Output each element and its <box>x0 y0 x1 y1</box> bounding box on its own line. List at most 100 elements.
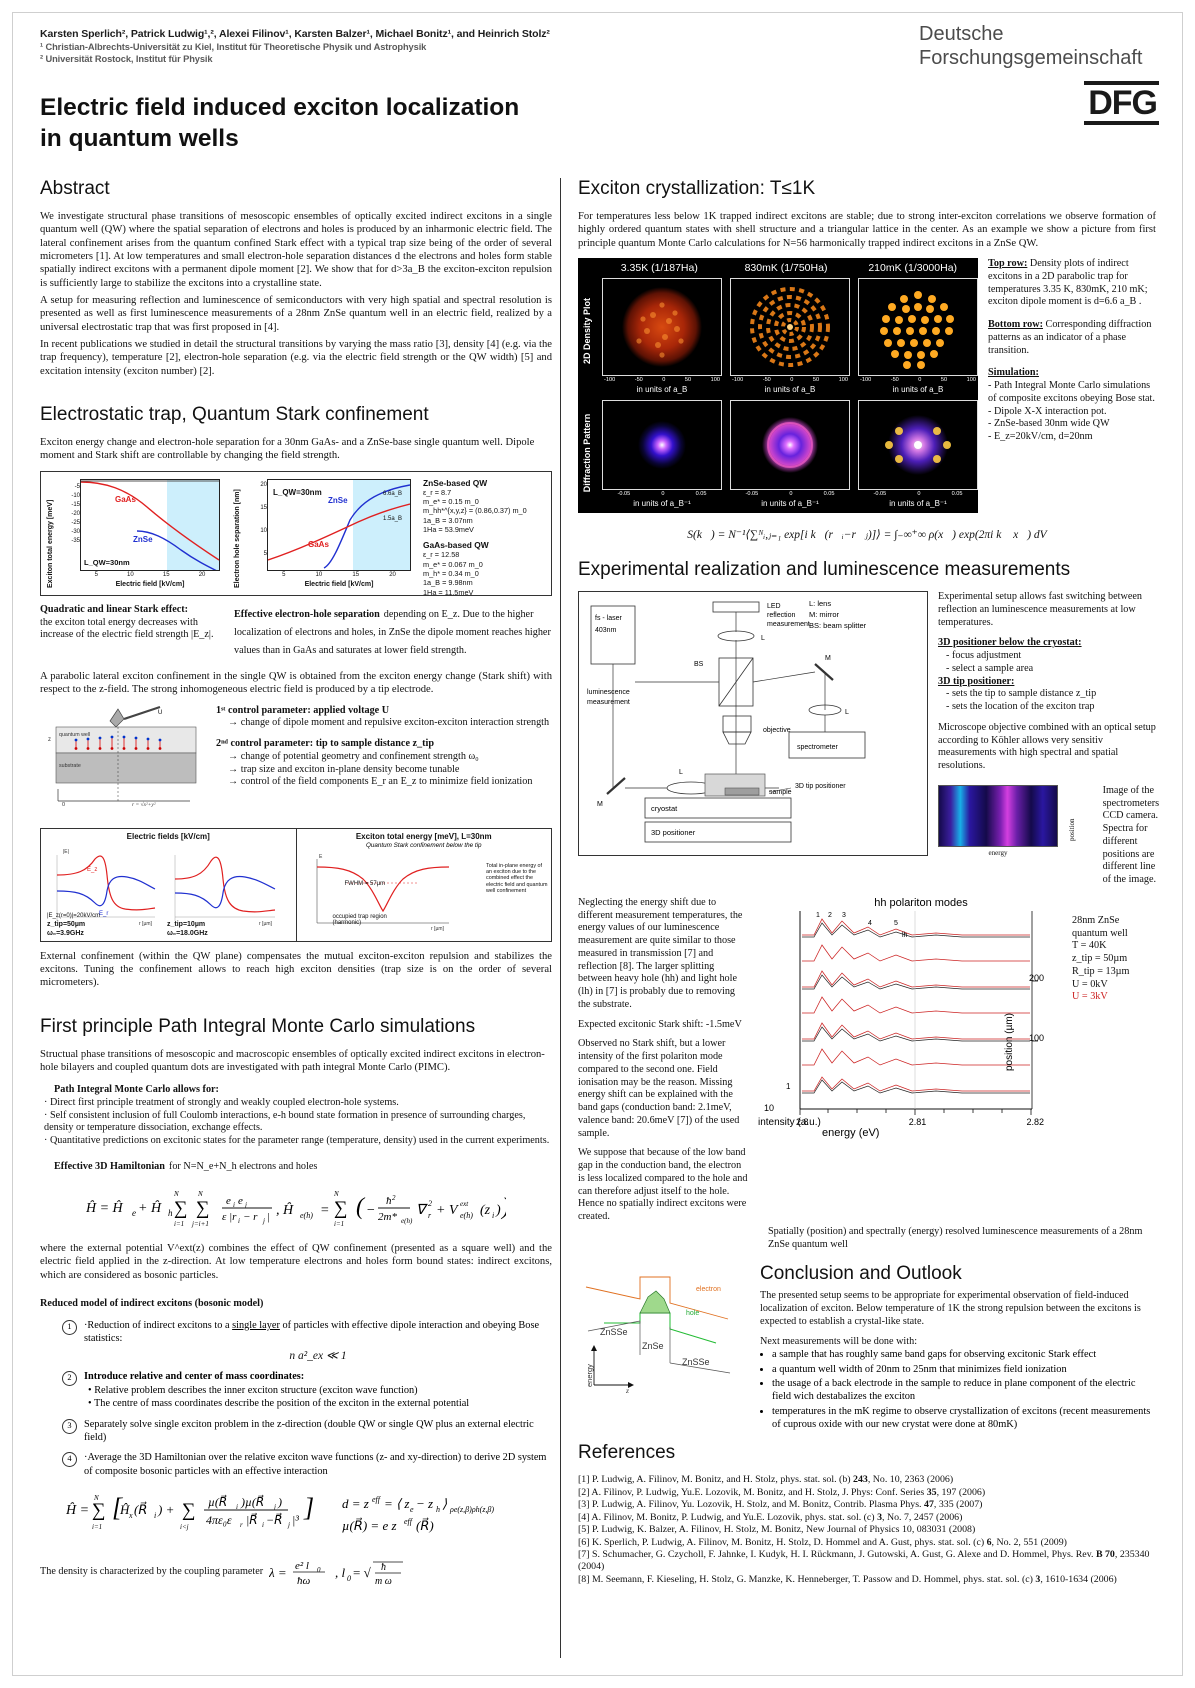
svg-text:0: 0 <box>62 802 65 808</box>
svg-text:N: N <box>333 1190 339 1198</box>
affiliation-1: ¹ Christian-Albrechts-Universität zu Kie… <box>40 42 427 52</box>
svg-text:ZnSSe: ZnSSe <box>600 1327 628 1337</box>
chart4-subtitle: Quantum Stark confinement below the tip <box>365 841 482 849</box>
chart3-title: Electric fields [kV/cm] <box>126 831 210 841</box>
conclusion-bullet: the usage of a back electrode in the sam… <box>772 1377 1156 1404</box>
svg-text:i<j: i<j <box>180 1523 189 1531</box>
svg-text:E: E <box>319 854 323 860</box>
svg-text:hole: hole <box>686 1310 699 1317</box>
svg-text:∑: ∑ <box>334 1198 348 1219</box>
diffraction-panel-1: -0.05 0 0.05 in units of a_B⁻¹ <box>602 400 722 508</box>
density-xlabel-1: in units of a_B <box>636 385 688 395</box>
reference-item: [7] S. Schumacher, G. Czycholl, F. Jahnk… <box>578 1548 1150 1573</box>
znse-param: 1a_B = 3.07nm <box>423 515 473 525</box>
right-column: Exciton crystallization: T≤1K For temper… <box>578 178 1159 1586</box>
svg-text:h: h <box>436 1505 440 1514</box>
reduced-item-text: Separately solve single exciton problem … <box>84 1418 534 1443</box>
svg-text:2: 2 <box>428 1199 432 1208</box>
stark-note-right: Effective electron-hole separation depen… <box>234 604 552 658</box>
control-param-1-title: 1ˢᵗ control parameter: applied voltage U <box>216 704 390 716</box>
svg-text:M: M <box>597 801 603 808</box>
svg-text:e: e <box>410 1505 414 1514</box>
svg-text:, l: , l <box>335 1565 346 1580</box>
svg-text:4πε₀ε: 4πε₀ε <box>206 1513 232 1527</box>
gaas-param: 1a_B = 9.98nm <box>423 578 473 588</box>
chart2-shaded-region <box>353 479 410 570</box>
chart1-xlabel: Electric field [kV/cm] <box>115 580 185 588</box>
diffraction-svg-1 <box>638 421 686 470</box>
spectra-text-3: Observed no Stark shift, but a lower int… <box>578 1038 740 1139</box>
svg-text:ħ: ħ <box>386 1195 392 1207</box>
chart-polariton-modes: hh polariton modes <box>758 897 1060 1224</box>
diffraction-panels: -0.05 0 0.05 in units of a_B⁻¹ <box>602 400 978 509</box>
title-line-1: Electric field induced exciton localizat… <box>40 94 520 121</box>
svg-text:quantum well: quantum well <box>59 732 90 738</box>
sidebox-legend-0kv: U = 0kV <box>1072 978 1108 990</box>
reduced-item-2-sub: • Relative problem describes the inner e… <box>88 1384 418 1396</box>
znse-params-title: ZnSe-based QW <box>423 477 488 488</box>
svg-text:[: [ <box>112 1493 124 1522</box>
control-param-2-item: → control of the field components E_r an… <box>228 776 533 788</box>
polariton-xlabel: energy (eV) <box>822 1126 880 1139</box>
svg-text:∑: ∑ <box>182 1500 196 1521</box>
density-panel-title: 210mK (1/3000Ha) <box>868 262 958 275</box>
reduced-item-2-sub-text: The centre of mass coordinates describe … <box>94 1398 470 1410</box>
setup-note-1: Experimental setup allows fast switching… <box>938 591 1142 628</box>
diffraction-xlabel-2: in units of a_B⁻¹ <box>761 499 819 509</box>
svg-text:ZnSSe: ZnSSe <box>682 1357 710 1367</box>
density-panel-1: -100 -50 0 50 100 in units of a_B <box>602 278 722 394</box>
svg-text:r [µm]: r [µm] <box>431 926 444 931</box>
pimc-allows-item: · Quantitative predictions on excitonic … <box>44 1135 550 1147</box>
trap-heading: Electrostatic trap, Quantum Stark confin… <box>40 404 429 426</box>
svg-text:⟩: ⟩ <box>442 1496 447 1511</box>
svg-text:λ =: λ = <box>269 1565 287 1580</box>
tip-positioner-item: - sets the tip to sample distance z_tip <box>946 688 1097 700</box>
reduced-item: 3 Separately solve single exciton proble… <box>62 1418 552 1445</box>
control-parameters: 1ˢᵗ control parameter: applied voltage U… <box>216 705 552 818</box>
svg-text:E_r: E_r <box>99 911 108 917</box>
svg-text:eff: eff <box>404 1517 414 1526</box>
hamiltonian-suffix: for N=N_e+N_h electrons and holes <box>168 1160 318 1172</box>
svg-text:2m*: 2m* <box>378 1211 397 1223</box>
svg-text:)µ(R⃗: )µ(R⃗ <box>240 1494 264 1509</box>
density-image-2 <box>730 278 850 377</box>
reference-item: [4] A. Filinov, M. Bonitz, P. Ludwig, an… <box>578 1511 963 1523</box>
chart2-ylabel: Electron hole separation [nm] <box>234 489 241 588</box>
control-param-2-item: → change of potential geometry and confi… <box>228 750 479 762</box>
column-divider <box>560 178 561 1658</box>
conclusion-text: Conclusion and Outlook The presented set… <box>760 1263 1156 1432</box>
svg-text:M: mirror: M: mirror <box>809 610 839 619</box>
top-row-note: Top row: Density plots of indirect excit… <box>988 258 1156 309</box>
spectra-left-text: Neglecting the energy shift due to diffe… <box>578 897 750 1224</box>
svg-text:2: 2 <box>392 1194 396 1202</box>
svg-text:(R⃗: (R⃗ <box>134 1502 147 1517</box>
trap-paragraph: A parabolic lateral exciton confinement … <box>40 670 552 696</box>
svg-text:luminescence: luminescence <box>587 689 630 696</box>
reduced-item-text: ·Average the 3D Hamiltonian over the rel… <box>84 1452 547 1477</box>
polariton-sidebox: 28nm ZnSe quantum well T = 40K z_tip = 5… <box>1072 897 1156 1224</box>
svg-text:5: 5 <box>894 920 898 927</box>
tip-schematic-svg: U quantum well substrate <box>48 705 197 808</box>
znse-param: m_e* = 0.15 m_0 <box>423 497 479 507</box>
density-svg-1 <box>622 287 702 368</box>
chart3-series: E_z E_r |E| r [µm] r [µm] <box>56 849 276 927</box>
svg-text:(z: (z <box>480 1203 491 1218</box>
svg-text:|³: |³ <box>292 1513 299 1527</box>
author-list: Karsten Sperlich², Patrick Ludwig¹,², Al… <box>40 28 550 40</box>
tip-electrode-schematic: U quantum well substrate <box>40 705 206 818</box>
density-xticks-1: -100 -50 0 50 100 <box>604 377 720 384</box>
sidebox-legend-3kv: U = 3kV <box>1072 991 1108 1003</box>
reduced-item: 1 ·Reduction of indirect excitons to a s… <box>62 1319 552 1364</box>
conclusion-bullet: a quantum well width of 20nm to 25nm tha… <box>772 1363 1156 1376</box>
pimc-allows-item-text: Self consistent inclusion of full Coulom… <box>44 1109 526 1134</box>
svg-text:e(h): e(h) <box>460 1211 473 1220</box>
chart3-annotation-ez0: |E_z(r=0)|=20kV/cm <box>47 912 101 919</box>
chart3-annotation-w0-2: ω₀=18.0GHz <box>167 929 208 937</box>
svg-text:i: i <box>238 1217 240 1225</box>
svg-text:L: L <box>679 769 683 776</box>
reduced-item: 4 ·Average the 3D Hamiltonian over the r… <box>62 1451 552 1478</box>
positioner-heading: 3D positioner below the cryostat: <box>938 637 1082 649</box>
conclusion-bullet: temperatures in the mK regime to observe… <box>772 1405 1156 1432</box>
svg-text:h: h <box>168 1208 173 1218</box>
